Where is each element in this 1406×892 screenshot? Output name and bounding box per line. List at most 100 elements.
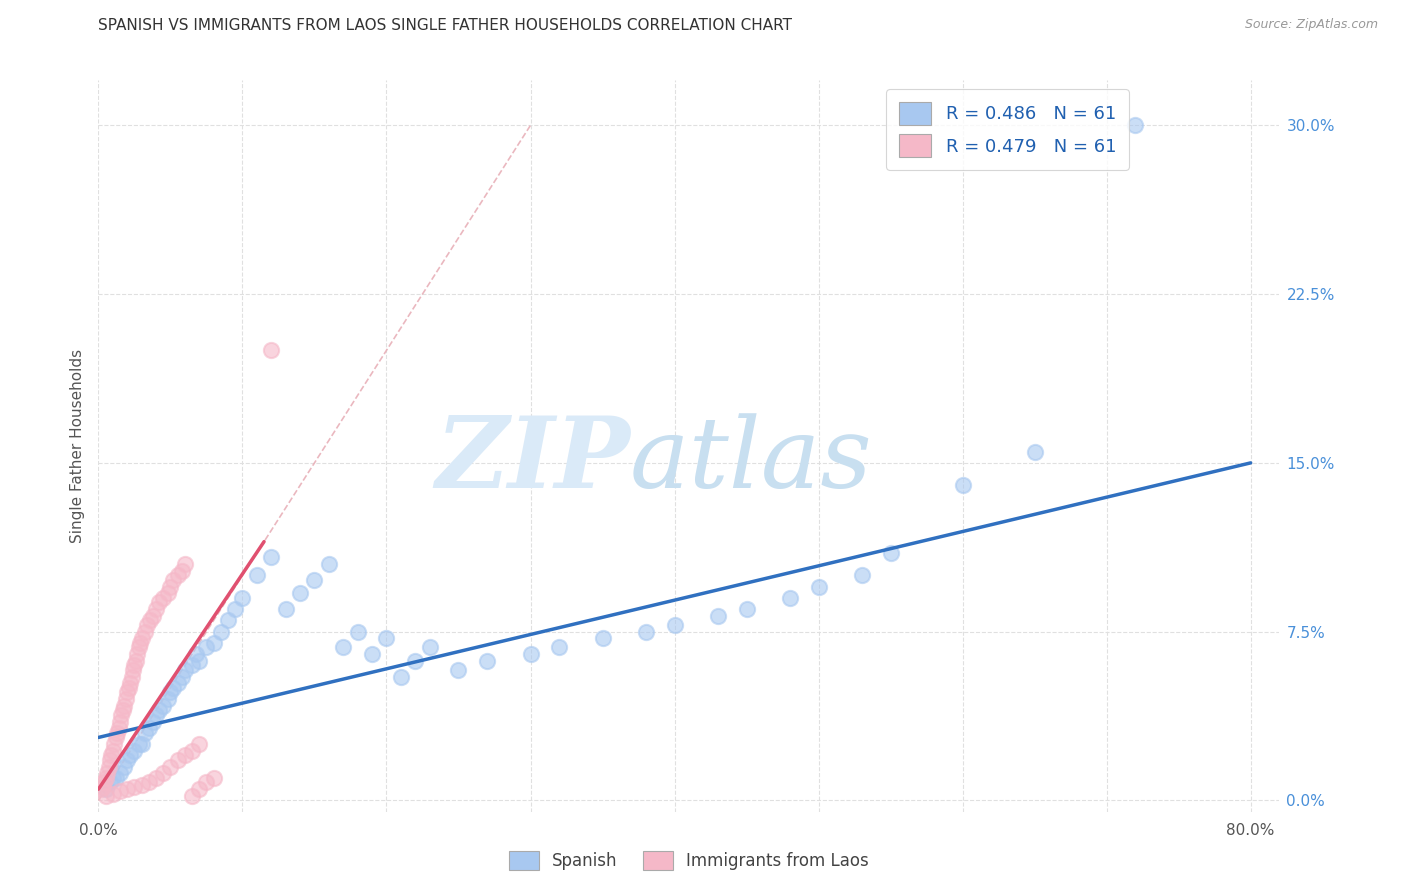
Point [274, 602, 297, 616]
Point [94, 782, 117, 797]
Point [404, 654, 426, 668]
Point [159, 760, 181, 774]
Point [375, 632, 398, 646]
Point [706, 608, 728, 623]
Point [389, 670, 412, 684]
Point [131, 778, 153, 792]
Point [145, 602, 167, 616]
Point [807, 580, 830, 594]
Point [851, 568, 873, 582]
Point [131, 632, 153, 646]
Point [361, 647, 384, 661]
Point [112, 760, 135, 774]
Point [173, 557, 195, 571]
Point [195, 640, 218, 655]
Point [173, 663, 195, 677]
Point [318, 557, 340, 571]
Point [664, 618, 686, 632]
Point [152, 766, 174, 780]
Point [162, 681, 184, 695]
Point [346, 624, 368, 639]
Point [166, 676, 188, 690]
Point [142, 608, 165, 623]
Point [120, 676, 142, 690]
Point [173, 748, 195, 763]
Point [181, 744, 204, 758]
Point [100, 748, 122, 763]
Point [1125, 118, 1147, 132]
Point [156, 586, 179, 600]
Point [152, 698, 174, 713]
Point [124, 780, 146, 794]
Y-axis label: Single Father Households: Single Father Households [69, 349, 84, 543]
Point [260, 550, 283, 565]
Point [735, 602, 758, 616]
Point [134, 726, 156, 740]
Point [98, 753, 121, 767]
Point [419, 640, 441, 655]
Point [202, 771, 225, 785]
Point [124, 744, 146, 758]
Point [90, 782, 112, 797]
Point [115, 753, 138, 767]
Point [91, 780, 114, 794]
Point [115, 782, 138, 797]
Point [115, 685, 138, 699]
Text: atlas: atlas [630, 413, 873, 508]
Point [134, 624, 156, 639]
Point [128, 737, 150, 751]
Point [477, 654, 499, 668]
Point [108, 784, 131, 798]
Point [152, 591, 174, 605]
Point [104, 771, 127, 785]
Text: SPANISH VS IMMIGRANTS FROM LAOS SINGLE FATHER HOUSEHOLDS CORRELATION CHART: SPANISH VS IMMIGRANTS FROM LAOS SINGLE F… [98, 18, 793, 33]
Point [138, 775, 160, 789]
Point [159, 580, 181, 594]
Point [592, 632, 614, 646]
Point [188, 782, 211, 797]
Point [128, 640, 150, 655]
Point [209, 624, 232, 639]
Point [181, 658, 204, 673]
Legend: Spanish, Immigrants from Laos: Spanish, Immigrants from Laos [502, 844, 876, 877]
Point [159, 685, 181, 699]
Point [94, 771, 117, 785]
Point [121, 670, 143, 684]
Point [166, 753, 188, 767]
Point [217, 614, 239, 628]
Point [304, 573, 326, 587]
Point [519, 647, 541, 661]
Point [101, 771, 124, 785]
Point [108, 766, 131, 780]
Point [129, 636, 152, 650]
Point [136, 618, 159, 632]
Point [260, 343, 283, 358]
Point [125, 654, 148, 668]
Point [94, 789, 117, 803]
Point [114, 692, 136, 706]
Point [103, 737, 125, 751]
Point [104, 731, 127, 745]
Point [952, 478, 974, 492]
Point [112, 698, 135, 713]
Point [879, 546, 901, 560]
Point [118, 681, 141, 695]
Point [195, 775, 218, 789]
Point [181, 789, 204, 803]
Point [98, 775, 121, 789]
Point [97, 760, 120, 774]
Point [111, 703, 134, 717]
Text: ZIP: ZIP [434, 412, 630, 508]
Point [224, 602, 246, 616]
Point [101, 787, 124, 801]
Point [105, 726, 128, 740]
Point [188, 737, 211, 751]
Point [288, 586, 311, 600]
Point [231, 591, 253, 605]
Point [162, 573, 184, 587]
Point [127, 647, 149, 661]
Point [186, 647, 208, 661]
Point [166, 568, 188, 582]
Point [148, 703, 170, 717]
Point [96, 766, 118, 780]
